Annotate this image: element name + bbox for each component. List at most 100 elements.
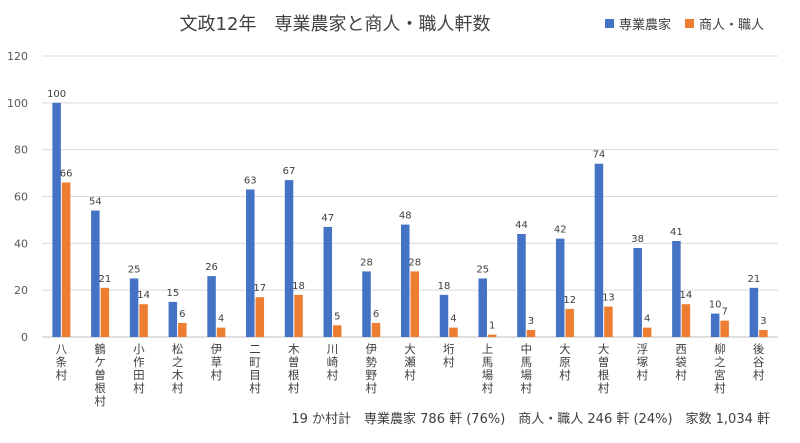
data-label: 18: [438, 281, 451, 292]
data-label: 67: [283, 166, 296, 177]
data-label: 18: [292, 281, 305, 292]
y-tick-label: 120: [7, 50, 28, 63]
data-label: 14: [137, 290, 150, 301]
data-label: 3: [760, 316, 766, 327]
x-tick-label: 西袋村: [675, 342, 687, 382]
bar-farmers: [362, 271, 371, 337]
bar-merchants: [410, 271, 419, 337]
data-label: 4: [218, 314, 224, 325]
x-tick-label: 二町目村: [249, 342, 261, 395]
chart-title: 文政12年 専業農家と商人・職人軒数: [179, 14, 491, 35]
bar-farmers: [749, 287, 759, 337]
bar-farmers: [478, 278, 487, 337]
y-tick-label: 100: [7, 97, 28, 110]
legend: 専業農家 商人・職人: [605, 14, 764, 33]
footnote: 19 か村計 専業農家 786 軒 (76%) 商人・職人 246 軒 (24%…: [291, 412, 770, 427]
x-tick-label: 川崎村: [327, 342, 339, 382]
data-label: 15: [166, 288, 179, 299]
bar-farmers: [672, 240, 681, 337]
data-label: 44: [515, 220, 528, 231]
bar-merchants: [178, 322, 187, 337]
bar-farmers: [555, 238, 565, 337]
x-tick-label: 後谷村: [753, 342, 765, 382]
data-label: 41: [670, 227, 683, 238]
bar-farmers: [207, 276, 216, 337]
data-label: 14: [680, 290, 693, 301]
data-label: 63: [244, 175, 257, 186]
data-label: 5: [334, 311, 340, 322]
data-label: 17: [253, 283, 266, 294]
legend-swatch-series-2: [685, 19, 695, 28]
x-tick-label: 大原村: [559, 342, 571, 382]
bar-farmers: [168, 301, 178, 337]
data-label: 21: [98, 274, 111, 285]
data-label: 4: [450, 314, 456, 325]
y-tick-label: 80: [14, 144, 28, 157]
x-tick-label: 八条村: [56, 342, 68, 382]
x-tick-label: 浮塚村: [637, 342, 649, 382]
data-label: 1: [489, 321, 495, 332]
bar-farmers: [710, 313, 720, 337]
x-tick-label: 大曽根村: [598, 342, 610, 395]
data-label: 6: [373, 309, 379, 320]
data-label: 4: [644, 314, 650, 325]
bar-merchants: [449, 327, 458, 337]
bar-merchants: [255, 297, 265, 337]
data-label: 6: [179, 309, 185, 320]
bar-farmers: [323, 226, 333, 337]
bar-merchants: [61, 182, 71, 337]
bar-farmers: [91, 210, 100, 337]
bar-merchants: [759, 329, 768, 337]
bar-merchants: [604, 306, 613, 337]
data-label: 38: [631, 234, 644, 245]
legend-item-series-1: 専業農家: [605, 14, 671, 33]
data-label: 25: [476, 264, 489, 275]
y-tick-label: 0: [21, 331, 28, 344]
x-tick-label: 伊草村: [211, 342, 223, 382]
bar-merchants: [565, 308, 574, 337]
legend-label-series-1: 専業農家: [619, 18, 672, 33]
data-label: 48: [399, 211, 412, 222]
legend-item-series-2: 商人・職人: [685, 14, 764, 33]
y-tick-label: 20: [14, 284, 28, 297]
x-tick-label: 木曽根村: [288, 342, 300, 395]
y-tick-label: 60: [14, 191, 28, 204]
bar-merchants: [216, 327, 226, 337]
bar-merchants: [526, 329, 536, 337]
data-label: 26: [205, 262, 218, 273]
bar-merchants: [294, 294, 303, 337]
bar-merchants: [139, 304, 148, 337]
data-label: 47: [321, 213, 334, 224]
data-label: 28: [408, 257, 421, 268]
bar-merchants: [681, 304, 691, 337]
x-tick-label: 垳村: [443, 342, 455, 369]
data-label: 10: [709, 300, 722, 311]
bar-farmers: [246, 189, 255, 337]
x-tick-label: 中馬場村: [520, 342, 532, 395]
data-label: 100: [47, 89, 66, 100]
data-label: 42: [554, 225, 567, 236]
data-label: 66: [60, 168, 73, 179]
y-tick-label: 40: [14, 237, 28, 250]
x-tick-label: 鶴ケ曽根村: [94, 342, 106, 408]
x-tick-label: 松之木村: [172, 342, 184, 395]
bar-farmers: [439, 294, 449, 337]
bar-farmers: [284, 180, 294, 337]
x-tick-label: 大瀬村: [404, 342, 416, 382]
bar-merchants: [720, 320, 729, 337]
bar-farmers: [401, 224, 410, 337]
data-label: 13: [602, 293, 615, 304]
data-label: 7: [721, 307, 727, 318]
x-tick-label: 小作田村: [133, 342, 145, 395]
bar-farmers: [52, 102, 61, 337]
data-label: 28: [360, 257, 373, 268]
bar-merchants: [487, 334, 497, 337]
bar-farmers: [594, 163, 604, 337]
data-label: 74: [593, 150, 606, 161]
bar-merchants: [333, 325, 342, 337]
bar-farmers: [129, 278, 139, 337]
legend-swatch-series-1: [605, 19, 614, 28]
data-label: 3: [528, 316, 534, 327]
bar-merchants: [371, 322, 381, 337]
